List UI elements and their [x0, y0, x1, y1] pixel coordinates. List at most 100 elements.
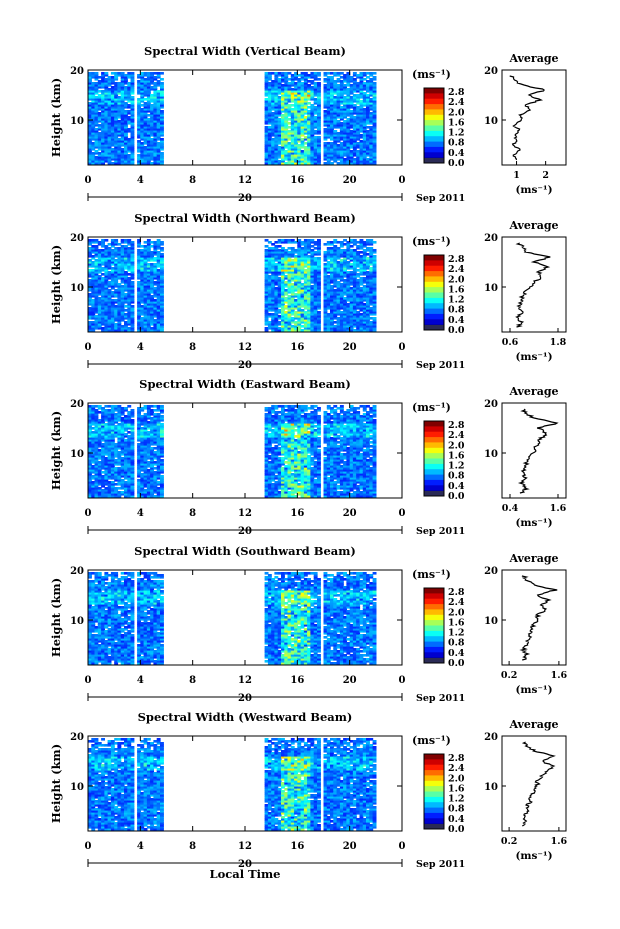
heatmap-cell	[294, 96, 298, 99]
heatmap-cell	[333, 134, 338, 137]
heatmap-cell	[346, 124, 351, 127]
heatmap-cell	[140, 265, 145, 268]
heatmap-cell	[330, 88, 334, 91]
colorbar-tick-label: 0.0	[448, 158, 465, 169]
heatmap-cell	[117, 285, 122, 288]
heatmap-cell	[143, 269, 148, 272]
heatmap-cell	[127, 291, 132, 294]
heatmap-cell	[124, 261, 128, 264]
heatmap-cell	[307, 162, 311, 165]
heatmap-cell	[101, 74, 105, 77]
heatmap-cell	[323, 122, 328, 125]
heatmap-cell	[104, 130, 109, 133]
heatmap-cell	[369, 116, 374, 119]
heatmap-cell	[88, 118, 92, 121]
heatmap-cell	[287, 315, 292, 318]
heatmap-cell	[267, 120, 272, 123]
heatmap-cell	[267, 144, 272, 147]
heatmap-cell	[271, 118, 276, 121]
heatmap-cell	[313, 327, 318, 330]
heatmap-cell	[359, 72, 364, 75]
heatmap-cell	[290, 261, 295, 264]
heatmap-cell	[150, 305, 154, 308]
heatmap-cell	[146, 299, 151, 302]
heatmap-cell	[303, 327, 308, 330]
heatmap-cell	[274, 321, 279, 324]
heatmap-cell	[146, 255, 151, 258]
heatmap-cell	[281, 94, 285, 97]
heatmap-cell	[359, 102, 364, 105]
heatmap-cell	[369, 106, 374, 109]
heatmap-cell	[323, 146, 328, 149]
heatmap-cell	[124, 116, 128, 119]
heatmap-cells	[88, 239, 377, 332]
heatmap-cell	[140, 108, 145, 111]
heatmap-cell	[323, 86, 328, 89]
heatmap-cell	[150, 273, 154, 276]
heatmap-cell	[294, 120, 298, 123]
heatmap-cell	[352, 72, 357, 75]
heatmap-cell	[127, 253, 132, 256]
heatmap-cell	[330, 257, 334, 260]
heatmap-cell	[323, 116, 328, 119]
heatmap-cell	[352, 88, 357, 91]
heatmap-cell	[127, 307, 132, 310]
heatmap-cell	[94, 325, 99, 328]
heatmap-cell	[271, 317, 276, 320]
heatmap-cell	[124, 245, 128, 248]
heatmap-cell	[300, 261, 305, 264]
heatmap-cell	[300, 287, 305, 290]
heatmap-cell	[140, 136, 145, 139]
heatmap-cell	[274, 241, 279, 244]
heatmap-cell	[317, 243, 321, 246]
heatmap-cell	[317, 98, 321, 101]
heatmap-cell	[349, 86, 354, 89]
heatmap-cell	[110, 313, 115, 316]
heatmap-cell	[127, 249, 132, 252]
heatmap-cell	[346, 72, 351, 75]
heatmap-cell	[294, 279, 298, 282]
heatmap-cell	[120, 281, 125, 284]
heatmap-cell	[356, 150, 361, 153]
heatmap-cell	[143, 72, 148, 75]
heatmap-cell	[326, 269, 331, 272]
heatmap-cell	[88, 120, 92, 123]
heatmap-cell	[284, 263, 289, 266]
heatmap-cell	[343, 122, 347, 125]
heatmap-cell	[369, 92, 374, 95]
heatmap-cell	[323, 285, 328, 288]
heatmap-cell	[110, 144, 115, 147]
heatmap-cell	[372, 162, 377, 165]
heatmap-cell	[114, 289, 119, 292]
heatmap-cell	[104, 120, 109, 123]
heatmap-cell	[137, 295, 141, 298]
heatmap-cell	[114, 100, 119, 103]
heatmap-cell	[267, 146, 272, 149]
heatmap-cell	[107, 116, 112, 119]
heatmap-cell	[362, 92, 367, 95]
heatmap-cell	[107, 114, 112, 117]
heatmap-cell	[343, 126, 347, 129]
heatmap-cell	[120, 130, 125, 133]
heatmap-cell	[307, 271, 311, 274]
heatmap-cell	[150, 269, 154, 272]
heatmap-cell	[107, 307, 112, 310]
x-tick-label: 8	[189, 175, 196, 186]
heatmap-cell	[150, 156, 154, 159]
heatmap-cell	[267, 293, 272, 296]
heatmap-cell	[284, 138, 289, 141]
heatmap-cell	[330, 94, 334, 97]
heatmap-cell	[267, 249, 272, 252]
heatmap-cell	[300, 329, 305, 332]
heatmap-cell	[323, 273, 328, 276]
heatmap-cell	[146, 279, 151, 282]
heatmap-cell	[101, 134, 105, 137]
heatmap-cell	[104, 325, 109, 328]
heatmap-cell	[271, 80, 276, 83]
heatmap-cell	[307, 303, 311, 306]
heatmap-cell	[104, 257, 109, 260]
heatmap-cell	[153, 154, 158, 157]
heatmap-cell	[264, 78, 269, 81]
heatmap-cell	[310, 74, 315, 77]
heatmap-cell	[88, 329, 92, 332]
